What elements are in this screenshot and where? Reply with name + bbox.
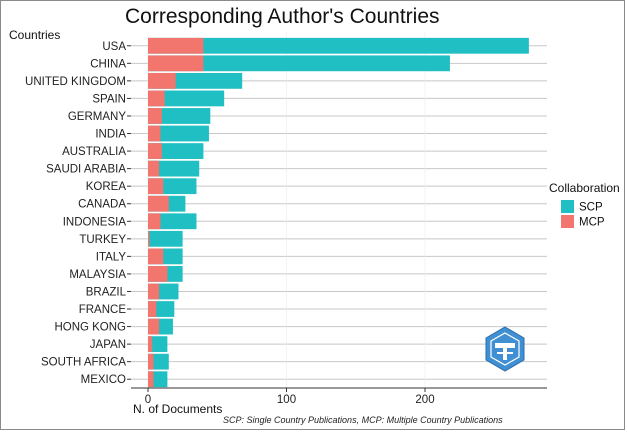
- bar-mcp: [148, 213, 161, 230]
- bar-scp: [148, 125, 209, 142]
- grid-layer: [131, 31, 547, 388]
- bar-scp: [148, 230, 183, 247]
- bar-mcp: [148, 353, 154, 370]
- y-tick-label: GERMANY: [68, 111, 126, 123]
- bar-mcp: [148, 301, 157, 317]
- bar-mcp: [148, 37, 204, 54]
- bar-mcp: [148, 283, 160, 300]
- bar-mcp: [148, 90, 165, 107]
- y-tick-label: UNITED KINGDOM: [25, 76, 126, 88]
- bar-scp: [148, 336, 168, 353]
- bar-scp: [148, 160, 200, 177]
- bar-mcp: [148, 248, 164, 265]
- legend-entry-label: SCP: [579, 202, 603, 214]
- y-axis-label: Countries: [9, 28, 60, 42]
- bar-mcp: [148, 266, 168, 282]
- bar-mcp: [148, 230, 150, 247]
- bar-mcp: [148, 160, 160, 177]
- bar-layer: [148, 37, 529, 388]
- legend-swatch: [561, 200, 574, 213]
- legend-swatch: [561, 215, 574, 228]
- x-tick-label: 100: [277, 394, 296, 406]
- y-tick-label: CHINA: [90, 58, 126, 70]
- y-tick-label: USA: [102, 41, 126, 53]
- y-tick-label: KOREA: [86, 181, 127, 193]
- axis-layer: USA CHINA UNITED KINGDOM SPAIN GERMANY INDIA A…: [25, 41, 547, 406]
- bar-scp: [148, 108, 211, 124]
- y-tick-label: INDIA: [95, 129, 126, 141]
- x-tick-label: 200: [415, 394, 434, 406]
- y-tick-label: INDONESIA: [63, 216, 127, 228]
- bar-scp: [148, 90, 225, 107]
- y-tick-label: ITALY: [96, 251, 127, 263]
- legend: SCP MCP: [561, 200, 605, 229]
- bar-mcp: [148, 143, 162, 159]
- bar-mcp: [148, 125, 161, 142]
- bar-mcp: [148, 371, 154, 388]
- y-tick-label: JAPAN: [90, 339, 126, 351]
- y-tick-label: SAUDI ARABIA: [46, 164, 126, 176]
- bar-mcp: [148, 195, 169, 212]
- legend-title: Collaboration: [549, 181, 620, 195]
- chart-caption: SCP: Single Country Publications, MCP: M…: [223, 415, 503, 425]
- bar-mcp: [148, 55, 204, 72]
- x-axis-label: N. of Documents: [133, 402, 222, 416]
- bar-scp: [148, 55, 450, 72]
- legend-entry-label: MCP: [579, 217, 605, 229]
- y-tick-label: MEXICO: [81, 374, 126, 386]
- bar-scp: [148, 37, 529, 54]
- bar-mcp: [148, 318, 160, 335]
- bar-mcp: [148, 178, 164, 195]
- y-tick-label: SPAIN: [92, 93, 126, 105]
- y-tick-label: AUSTRALIA: [62, 146, 126, 158]
- bar-mcp: [148, 108, 162, 124]
- x-tick-label: 0: [145, 394, 151, 406]
- y-tick-label: TURKEY: [79, 234, 126, 246]
- y-tick-label: FRANCE: [79, 304, 127, 316]
- y-tick-label: CANADA: [78, 199, 126, 211]
- y-tick-label: SOUTH AFRICA: [41, 357, 126, 369]
- bar-mcp: [148, 72, 176, 89]
- y-tick-label: HONG KONG: [54, 322, 126, 334]
- y-tick-label: BRAZIL: [86, 286, 127, 298]
- y-tick-label: MALAYSIA: [69, 269, 126, 281]
- bar-mcp: [148, 336, 153, 353]
- journal-logo: [485, 326, 525, 372]
- chart-title: Corresponding Author's Countries: [125, 5, 440, 28]
